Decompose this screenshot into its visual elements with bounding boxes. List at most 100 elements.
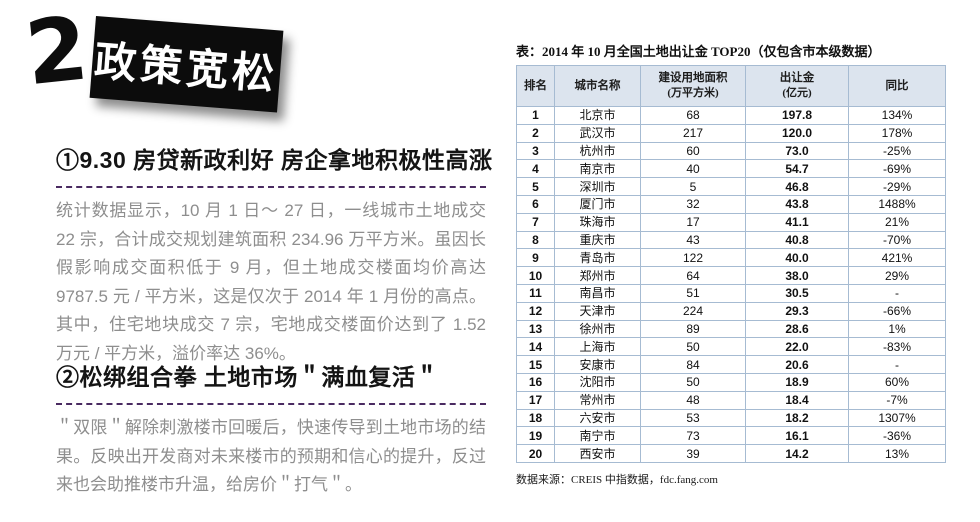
table-row: 14 上海市 50 22.0 -83% xyxy=(516,337,946,357)
cell-rank: 12 xyxy=(516,301,555,321)
table-row: 6 厦门市 32 43.8 1488% xyxy=(516,194,946,214)
cell-city: 六安市 xyxy=(554,408,641,428)
cell-rank: 17 xyxy=(516,390,555,410)
table-header: 排名 城市名称 建设用地面积 (万平方米) 出让金 (亿元) 同比 xyxy=(516,65,946,107)
col-amount: 出让金 (亿元) xyxy=(745,65,849,107)
data-source: 数据来源：CREIS 中指数据，fdc.fang.com xyxy=(516,473,718,486)
cell-rank: 18 xyxy=(516,408,555,428)
table-row: 19 南宁市 73 16.1 -36% xyxy=(516,426,946,446)
cell-rank: 13 xyxy=(516,319,555,339)
cell-amount: 38.0 xyxy=(745,266,849,285)
table-row: 4 南京市 40 54.7 -69% xyxy=(516,159,946,179)
cell-area: 32 xyxy=(640,194,746,214)
cell-area: 73 xyxy=(640,426,746,446)
table-row: 16 沈阳市 50 18.9 60% xyxy=(516,372,946,392)
table-header-row: 排名 城市名称 建设用地面积 (万平方米) 出让金 (亿元) 同比 xyxy=(516,65,946,107)
cell-area: 43 xyxy=(640,230,746,250)
col-rank: 排名 xyxy=(516,65,555,107)
cell-yoy: 1% xyxy=(848,319,946,339)
table-row: 17 常州市 48 18.4 -7% xyxy=(516,390,946,410)
cell-rank: 5 xyxy=(516,177,555,196)
col-area-label: 建设用地面积 xyxy=(658,71,728,84)
table-row: 11 南昌市 51 30.5- xyxy=(516,283,946,303)
cell-yoy: -83% xyxy=(848,337,946,357)
title-banner: 政策宽松 xyxy=(89,16,284,113)
cell-area: 17 xyxy=(640,212,746,232)
banner-title: 政策宽松 xyxy=(92,36,280,98)
cell-area: 40 xyxy=(640,159,746,179)
cell-yoy: - xyxy=(848,283,946,303)
cell-amount: 40.0 xyxy=(745,248,849,268)
cell-area: 51 xyxy=(640,283,746,303)
cell-rank: 14 xyxy=(516,337,555,357)
cell-amount: 22.0 xyxy=(745,337,849,357)
cell-area: 50 xyxy=(640,372,746,392)
cell-amount: 18.9 xyxy=(745,372,849,392)
cell-amount: 73.0 xyxy=(745,141,849,161)
cell-amount: 197.8 xyxy=(745,106,849,125)
cell-area: 217 xyxy=(640,123,746,143)
cell-area: 50 xyxy=(640,337,746,357)
land-sales-table: 排名 城市名称 建设用地面积 (万平方米) 出让金 (亿元) 同比 1 北京市 68… xyxy=(516,65,946,463)
cell-city: 北京市 xyxy=(554,106,641,125)
cell-amount: 14.2 xyxy=(745,444,849,463)
cell-area: 84 xyxy=(640,355,746,374)
cell-city: 南宁市 xyxy=(554,426,641,446)
cell-amount: 40.8 xyxy=(745,230,849,250)
cell-area: 39 xyxy=(640,444,746,463)
cell-city: 珠海市 xyxy=(554,212,641,232)
col-amount-label: 出让金 xyxy=(779,71,815,84)
table-row: 5 深圳市 5 46.8 -29% xyxy=(516,177,946,196)
cell-yoy: -36% xyxy=(848,426,946,446)
cell-amount: 43.8 xyxy=(745,194,849,214)
cell-city: 南昌市 xyxy=(554,283,641,303)
cell-area: 48 xyxy=(640,390,746,410)
table-row: 2 武汉市 217 120.0 178% xyxy=(516,123,946,143)
cell-rank: 6 xyxy=(516,194,555,214)
section-1-body: 统计数据显示，10 月 1 日～ 27 日，一线城市土地成交 22 宗，合计成交… xyxy=(56,201,486,363)
cell-city: 厦门市 xyxy=(554,194,641,214)
cell-amount: 18.2 xyxy=(745,408,849,428)
cell-amount: 41.1 xyxy=(745,212,849,232)
cell-yoy: - xyxy=(848,355,946,374)
cell-area: 68 xyxy=(640,106,746,125)
cell-yoy: -66% xyxy=(848,301,946,321)
cell-area: 60 xyxy=(640,141,746,161)
col-area: 建设用地面积 (万平方米) xyxy=(640,65,746,107)
section-2-body: ＂双限＂解除刺激楼市回暖后，快速传导到土地市场的结果。反映出开发商对未来楼市的预… xyxy=(56,418,486,494)
cell-yoy: -69% xyxy=(848,159,946,179)
cell-city: 重庆市 xyxy=(554,230,641,250)
table-row: 8 重庆市 43 40.8 -70% xyxy=(516,230,946,250)
cell-city: 南京市 xyxy=(554,159,641,179)
col-city: 城市名称 xyxy=(554,65,641,107)
cell-rank: 4 xyxy=(516,159,555,179)
cell-rank: 20 xyxy=(516,444,555,463)
cell-yoy: -29% xyxy=(848,177,946,196)
cell-city: 青岛市 xyxy=(554,248,641,268)
cell-amount: 16.1 xyxy=(745,426,849,446)
cell-city: 安康市 xyxy=(554,355,641,374)
cell-area: 64 xyxy=(640,266,746,285)
land-sales-table-panel: 表：2014 年 10 月全国土地出让金 TOP20（仅包含市本级数据） 排名 … xyxy=(516,41,946,487)
cell-amount: 46.8 xyxy=(745,177,849,196)
section-1-heading: ①9.30 房贷新政利好 房企拿地积极性高涨 xyxy=(56,147,493,173)
cell-area: 224 xyxy=(640,301,746,321)
cell-yoy: 1488% xyxy=(848,194,946,214)
section-2-heading: ②松绑组合拳 土地市场＂满血复活＂ xyxy=(56,364,439,390)
cell-city: 西安市 xyxy=(554,444,641,463)
cell-rank: 15 xyxy=(516,355,555,374)
cell-city: 徐州市 xyxy=(554,319,641,339)
table-row: 3 杭州市 60 73.0 -25% xyxy=(516,141,946,161)
cell-rank: 7 xyxy=(516,212,555,232)
cell-amount: 20.6 xyxy=(745,355,849,374)
table-row: 12 天津市 224 29.3 -66% xyxy=(516,301,946,321)
cell-city: 郑州市 xyxy=(554,266,641,285)
cell-rank: 10 xyxy=(516,266,555,285)
table-body: 1 北京市 68 197.8 134% 2 武汉市 217 120.0 178% 3 杭州市 60 73.… xyxy=(516,106,946,463)
cell-city: 天津市 xyxy=(554,301,641,321)
cell-yoy: 60% xyxy=(848,372,946,392)
col-amount-unit: (亿元) xyxy=(782,87,812,100)
table-row: 1 北京市 68 197.8 134% xyxy=(516,106,946,125)
col-yoy: 同比 xyxy=(848,65,946,107)
